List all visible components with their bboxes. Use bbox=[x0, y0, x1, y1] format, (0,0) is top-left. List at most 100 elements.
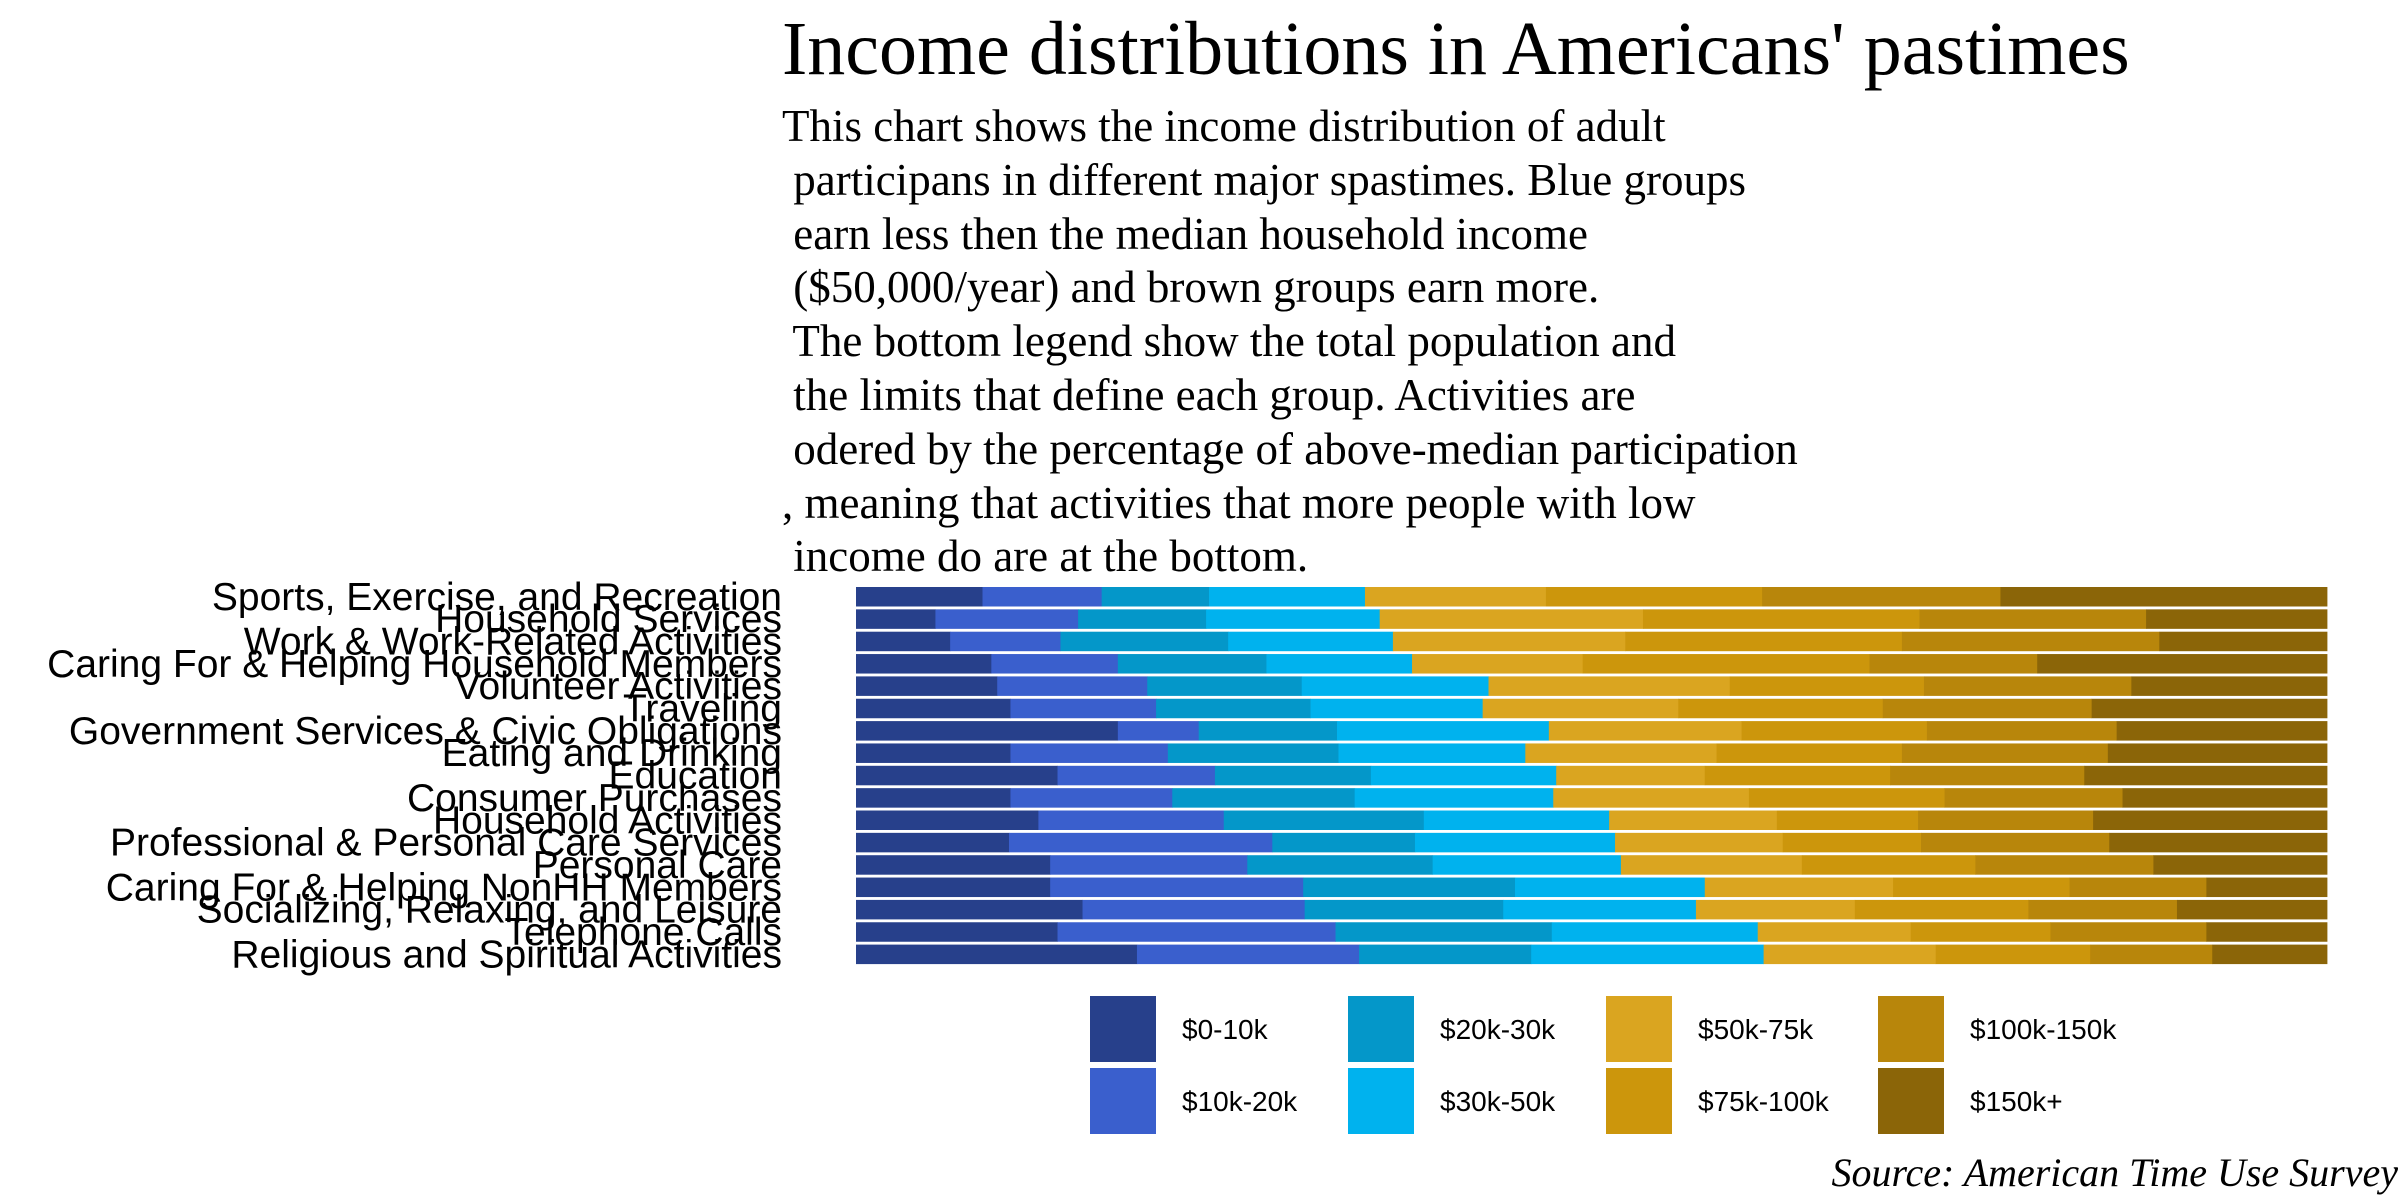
subtitle-line: earn less then the median household inco… bbox=[782, 208, 1589, 259]
bar-segment bbox=[1432, 855, 1622, 875]
bar-segment bbox=[1748, 788, 1945, 808]
bar-segment bbox=[1869, 654, 2038, 674]
bar-segment bbox=[1078, 609, 1207, 629]
bar-segment bbox=[1776, 810, 1919, 830]
bar-segment bbox=[1923, 676, 2132, 696]
bar-segment bbox=[1944, 788, 2123, 808]
bar-segment bbox=[1008, 832, 1273, 853]
bar-segment bbox=[2212, 944, 2328, 965]
bar-segment bbox=[1763, 944, 1937, 965]
category-label: Government Services & Civic Obligations bbox=[69, 710, 782, 753]
category-labels: Sports, Exercise, and RecreationHousehol… bbox=[47, 576, 782, 977]
legend-label: $50k-75k bbox=[1698, 1014, 1814, 1045]
legend-label: $0-10k bbox=[1182, 1014, 1269, 1045]
legend-swatch bbox=[1878, 996, 1944, 1062]
category-label: Eating and Drinking bbox=[442, 732, 782, 775]
bar-segment bbox=[1412, 654, 1584, 674]
bar-segment bbox=[1582, 654, 1870, 674]
bar-segment bbox=[1975, 855, 2154, 875]
bar-segment bbox=[1503, 899, 1697, 920]
bar-segment bbox=[856, 855, 1051, 875]
bar-segment bbox=[856, 877, 1051, 898]
bar-segment bbox=[1364, 587, 1547, 607]
bar-segment bbox=[2107, 743, 2328, 763]
bar-segment bbox=[1757, 922, 1912, 942]
subtitle-line: income do are at the bottom. bbox=[782, 531, 1309, 582]
bar-segment bbox=[1156, 698, 1311, 719]
legend-swatch bbox=[1878, 1068, 1944, 1134]
category-label: Caring For & Helping NonHH Members bbox=[106, 866, 782, 909]
bar-segment bbox=[1338, 743, 1526, 763]
bar-segment bbox=[1531, 944, 1765, 965]
bar-segment bbox=[1488, 676, 1731, 696]
bar-segment bbox=[1801, 855, 1976, 875]
bar-segment bbox=[2116, 721, 2328, 741]
bar-segment bbox=[856, 721, 1119, 741]
bar-segment bbox=[1303, 877, 1516, 898]
bar-segment bbox=[1272, 832, 1416, 853]
bar-segment bbox=[1548, 721, 1742, 741]
bar-segment bbox=[856, 587, 983, 607]
bar-segment bbox=[1551, 922, 1759, 942]
bar-segment bbox=[1515, 877, 1706, 898]
category-label: Household Activities bbox=[433, 799, 782, 842]
bar-segment bbox=[1854, 899, 2029, 920]
category-label: Religious and Spiritual Activities bbox=[231, 933, 782, 976]
bar-segment bbox=[1615, 832, 1784, 853]
bar-segment bbox=[1901, 743, 2109, 763]
bar-segment bbox=[856, 899, 1083, 920]
bar-segment bbox=[1379, 609, 1644, 629]
bar-segment bbox=[2091, 698, 2328, 719]
bar-segment bbox=[1620, 855, 1803, 875]
bar-segment bbox=[2109, 832, 2328, 853]
bar-segment bbox=[2050, 922, 2207, 942]
chart-title: Income distributions in Americans' pasti… bbox=[782, 7, 2130, 91]
bar-segment bbox=[2159, 631, 2328, 652]
bar-segment bbox=[2000, 587, 2328, 607]
bar-segment bbox=[1057, 922, 1336, 942]
bar-segment bbox=[856, 944, 1138, 965]
bar-segment bbox=[1117, 721, 1200, 741]
bars-group bbox=[856, 587, 2328, 965]
bar-segment bbox=[856, 743, 1011, 763]
bar-segment bbox=[2122, 788, 2328, 808]
bar-segment bbox=[856, 654, 992, 674]
legend-label: $10k-20k bbox=[1182, 1086, 1298, 1117]
bar-segment bbox=[1729, 676, 1925, 696]
category-label: Telephone Calls bbox=[504, 911, 782, 954]
bar-segment bbox=[1136, 944, 1360, 965]
bar-segment bbox=[1882, 698, 2093, 719]
bar-segment bbox=[982, 587, 1103, 607]
bar-segment bbox=[1060, 631, 1229, 652]
bar-segment bbox=[1172, 788, 1356, 808]
category-label: Traveling bbox=[623, 688, 782, 731]
bar-segment bbox=[1228, 631, 1394, 652]
legend-swatch bbox=[1090, 996, 1156, 1062]
bar-segment bbox=[1695, 899, 1856, 920]
bar-segment bbox=[1482, 698, 1679, 719]
bar-segment bbox=[1918, 810, 2094, 830]
category-label: Work & Work-Related Activities bbox=[244, 620, 782, 663]
bar-segment bbox=[1301, 676, 1489, 696]
bar-segment bbox=[2146, 609, 2328, 629]
bar-segment bbox=[1921, 832, 2110, 853]
bar-segment bbox=[1304, 899, 1504, 920]
category-label: Personal Care bbox=[533, 844, 782, 887]
bar-segment bbox=[1935, 944, 2091, 965]
bar-segment bbox=[1057, 765, 1216, 786]
bar-segment bbox=[2084, 765, 2328, 786]
bar-segment bbox=[856, 788, 1011, 808]
bar-segment bbox=[991, 654, 1119, 674]
bar-segment bbox=[856, 631, 951, 652]
category-label: Volunteer Activities bbox=[455, 665, 782, 708]
subtitle-line: ($50,000/year) and brown groups earn mor… bbox=[782, 262, 1600, 313]
bar-segment bbox=[856, 832, 1010, 853]
bar-segment bbox=[1010, 698, 1157, 719]
bar-segment bbox=[2206, 922, 2328, 942]
bar-segment bbox=[1392, 631, 1626, 652]
bar-segment bbox=[1337, 721, 1550, 741]
bar-segment bbox=[997, 676, 1148, 696]
bar-segment bbox=[856, 698, 1011, 719]
category-label: Socializing, Relaxing, and Leisure bbox=[197, 889, 782, 932]
bar-segment bbox=[1423, 810, 1610, 830]
